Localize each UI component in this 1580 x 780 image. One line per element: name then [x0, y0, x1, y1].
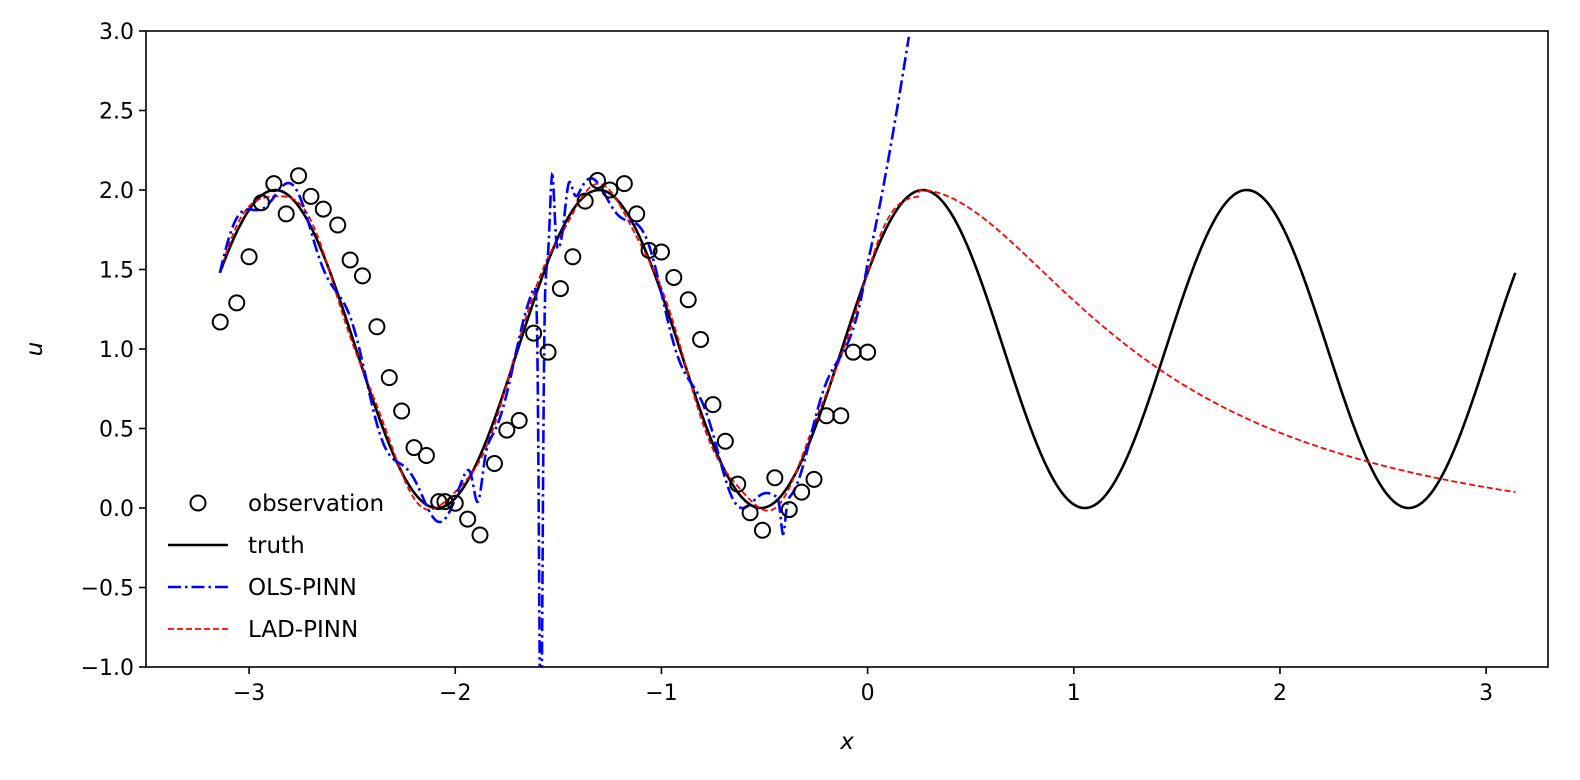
observation-point — [704, 396, 722, 414]
observation-point — [417, 447, 435, 465]
observation-point — [589, 171, 607, 189]
observation-point — [525, 324, 543, 342]
observation-point — [277, 205, 295, 223]
observation-point — [665, 268, 683, 286]
observation-point — [353, 267, 371, 285]
observation-point — [615, 175, 633, 193]
y-tick-label: 2.5 — [99, 100, 134, 125]
observation-point — [430, 493, 448, 511]
observation-point — [564, 248, 582, 266]
x-tick-label: −1 — [645, 681, 677, 706]
observation-point — [498, 421, 516, 439]
observation-point — [380, 369, 398, 387]
y-tick-label: 3.0 — [99, 20, 134, 45]
observation-point — [252, 194, 270, 212]
legend-label-observation: observation — [248, 491, 384, 517]
observation-point — [859, 343, 877, 361]
observation-point — [753, 521, 771, 539]
observation-point — [471, 526, 489, 544]
observation-point — [341, 251, 359, 269]
observation-point — [459, 510, 477, 528]
legend-label-ols: OLS-PINN — [248, 575, 357, 601]
observation-point — [302, 187, 320, 205]
y-tick-label: −0.5 — [81, 577, 134, 602]
x-tick-label: 3 — [1479, 681, 1493, 706]
observation-point — [551, 280, 569, 298]
observation-point — [576, 192, 594, 210]
observation-point — [601, 181, 619, 199]
y-tick-label: 0.0 — [99, 497, 134, 522]
y-tick-label: −1.0 — [81, 656, 134, 681]
observation-point — [539, 343, 557, 361]
x-tick-label: 1 — [1067, 681, 1081, 706]
observation-point — [716, 432, 734, 450]
y-tick-label: 2.0 — [99, 179, 134, 204]
x-tick-label: −2 — [439, 681, 471, 706]
observation-point — [329, 216, 347, 234]
observation-point — [393, 402, 411, 420]
observation-point — [652, 243, 670, 261]
observation-point — [780, 501, 798, 519]
plot-area — [211, 36, 1517, 667]
observation-point — [265, 175, 283, 193]
observation-point — [211, 313, 229, 331]
observation-point — [510, 412, 528, 430]
observation-point — [793, 483, 811, 501]
axes: −3 −2 −1 0 1 2 3 −1.0 −0.5 0.0 0.5 1.0 1.5 2.0 2.5 3.0 — [81, 20, 1494, 706]
observation-point — [805, 470, 823, 488]
observation-point — [405, 439, 423, 457]
observation-point — [368, 318, 386, 336]
observation-point — [766, 469, 784, 487]
observation-point — [228, 294, 246, 312]
x-axis-label: x — [839, 729, 854, 755]
observation-point — [446, 494, 464, 512]
observation-point — [485, 454, 503, 472]
y-tick-label: 0.5 — [99, 418, 134, 443]
observation-point — [314, 200, 332, 218]
observation-point — [729, 475, 747, 493]
legend-label-lad: LAD-PINN — [248, 617, 358, 643]
x-tick-label: 0 — [861, 681, 875, 706]
legend-label-truth: truth — [248, 533, 305, 559]
observation-point — [436, 493, 454, 511]
observation-point — [832, 407, 850, 425]
observation-point — [240, 248, 258, 266]
observation-point — [640, 241, 658, 259]
x-tick-label: 2 — [1273, 681, 1287, 706]
observation-point — [628, 205, 646, 223]
y-tick-label: 1.5 — [99, 259, 134, 284]
legend: observation truth OLS-PINN LAD-PINN — [168, 491, 384, 643]
y-tick-label: 1.0 — [99, 338, 134, 363]
x-tick-label: −3 — [233, 681, 265, 706]
y-axis-label: u — [22, 342, 48, 357]
observation-point — [692, 330, 710, 348]
legend-observation-marker — [189, 494, 207, 512]
observation-point — [290, 167, 308, 185]
observation-point — [679, 291, 697, 309]
observation-point — [741, 504, 759, 522]
